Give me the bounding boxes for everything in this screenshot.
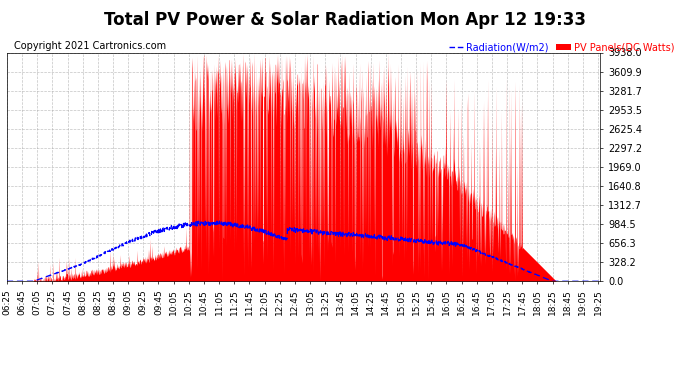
Legend: Radiation(W/m2), PV Panels(DC Watts): Radiation(W/m2), PV Panels(DC Watts)	[444, 39, 678, 56]
Text: Copyright 2021 Cartronics.com: Copyright 2021 Cartronics.com	[14, 41, 166, 51]
Text: Total PV Power & Solar Radiation Mon Apr 12 19:33: Total PV Power & Solar Radiation Mon Apr…	[104, 11, 586, 29]
